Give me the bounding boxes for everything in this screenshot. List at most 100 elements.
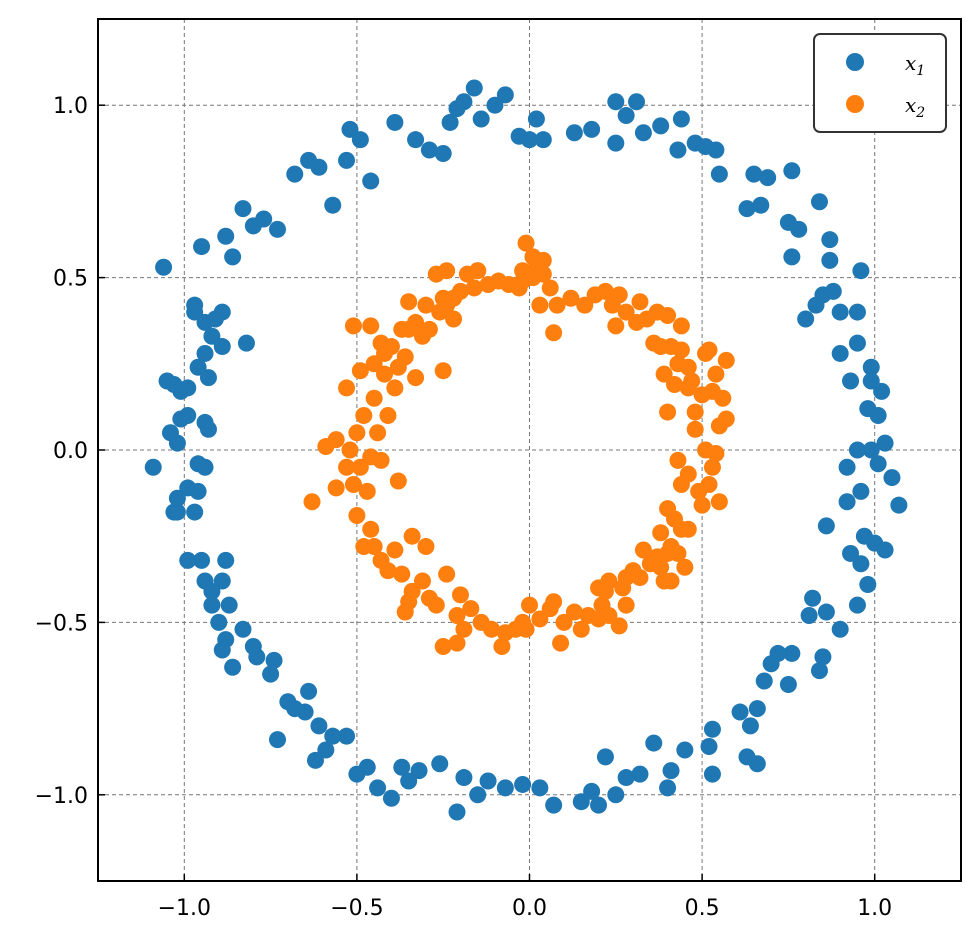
- point-x2: [396, 603, 414, 621]
- point-x1: [496, 779, 514, 797]
- point-x1: [155, 258, 173, 276]
- point-x2: [545, 324, 563, 342]
- point-x2: [376, 365, 394, 383]
- point-x2: [438, 296, 456, 314]
- point-x1: [179, 379, 197, 397]
- point-x1: [669, 141, 687, 159]
- point-x1: [158, 372, 176, 390]
- point-x1: [521, 131, 538, 149]
- point-x1: [628, 93, 646, 111]
- point-x1: [186, 296, 204, 314]
- point-x1: [824, 282, 842, 300]
- point-x2: [462, 600, 480, 618]
- point-x2: [379, 407, 397, 425]
- point-x2: [717, 351, 735, 369]
- point-x2: [534, 265, 552, 283]
- point-x2: [617, 596, 635, 614]
- point-x1: [400, 772, 418, 790]
- point-x1: [838, 458, 856, 476]
- point-x2: [576, 296, 594, 314]
- point-x1: [659, 779, 677, 797]
- point-x2: [400, 293, 418, 311]
- legend-label-x1: x1: [905, 51, 925, 79]
- point-x2: [344, 317, 362, 335]
- point-x1: [144, 458, 162, 476]
- series-x2: [303, 234, 735, 656]
- point-x2: [617, 303, 635, 321]
- point-x2: [417, 538, 435, 556]
- point-x1: [317, 741, 335, 759]
- point-x1: [217, 227, 235, 245]
- point-x2: [369, 424, 387, 442]
- point-x2: [427, 596, 445, 614]
- point-x1: [362, 172, 380, 190]
- point-x2: [407, 369, 425, 387]
- point-x1: [386, 113, 404, 131]
- y-tick-label: −1.0: [35, 784, 88, 809]
- x-tick-label: 0.5: [685, 896, 720, 921]
- point-x1: [168, 434, 186, 452]
- point-x1: [762, 655, 780, 673]
- point-x2: [534, 251, 552, 269]
- point-x1: [862, 358, 880, 376]
- point-x1: [631, 765, 649, 783]
- point-x1: [338, 151, 356, 169]
- point-x2: [628, 313, 646, 331]
- point-x1: [196, 572, 214, 590]
- x-tick-label: −0.5: [330, 896, 383, 921]
- point-x2: [376, 344, 394, 362]
- point-x2: [562, 289, 580, 307]
- point-x2: [372, 451, 390, 469]
- point-x2: [652, 524, 670, 542]
- point-x1: [662, 762, 680, 780]
- point-x1: [213, 338, 231, 356]
- point-x2: [700, 475, 718, 493]
- point-x1: [324, 196, 342, 214]
- point-x1: [783, 248, 801, 266]
- point-x1: [286, 165, 304, 183]
- point-x1: [441, 113, 459, 131]
- point-x1: [821, 231, 839, 249]
- point-x2: [541, 279, 559, 297]
- legend-marker-x1: [846, 53, 864, 71]
- point-x1: [842, 372, 860, 390]
- point-x1: [676, 741, 694, 759]
- point-x2: [386, 541, 404, 559]
- point-x2: [572, 620, 590, 638]
- point-x1: [634, 124, 652, 142]
- point-x1: [168, 489, 186, 507]
- point-x2: [365, 355, 383, 373]
- point-x1: [700, 738, 718, 756]
- point-x2: [565, 603, 583, 621]
- legend: x1 x2: [813, 33, 947, 133]
- point-x1: [527, 110, 545, 128]
- point-x2: [393, 565, 411, 583]
- point-x2: [659, 500, 677, 518]
- point-x1: [369, 779, 387, 797]
- point-x1: [348, 765, 366, 783]
- point-x2: [344, 475, 362, 493]
- point-x1: [310, 717, 328, 735]
- point-x2: [669, 355, 687, 373]
- point-x2: [655, 572, 673, 590]
- point-x1: [596, 748, 614, 766]
- point-x1: [883, 469, 901, 487]
- point-x2: [672, 520, 690, 538]
- point-x2: [451, 586, 469, 604]
- point-x2: [634, 541, 652, 559]
- point-x1: [431, 755, 449, 773]
- point-x1: [210, 613, 228, 631]
- point-x2: [365, 538, 383, 556]
- point-x2: [631, 569, 649, 587]
- point-x2: [552, 634, 570, 652]
- series-x1: [144, 79, 908, 821]
- point-x2: [351, 362, 369, 380]
- point-x1: [244, 638, 262, 656]
- point-x1: [300, 682, 318, 700]
- point-x1: [255, 210, 273, 228]
- point-x1: [172, 410, 190, 428]
- point-x1: [852, 482, 870, 500]
- point-x1: [234, 200, 252, 218]
- point-x2: [445, 310, 463, 328]
